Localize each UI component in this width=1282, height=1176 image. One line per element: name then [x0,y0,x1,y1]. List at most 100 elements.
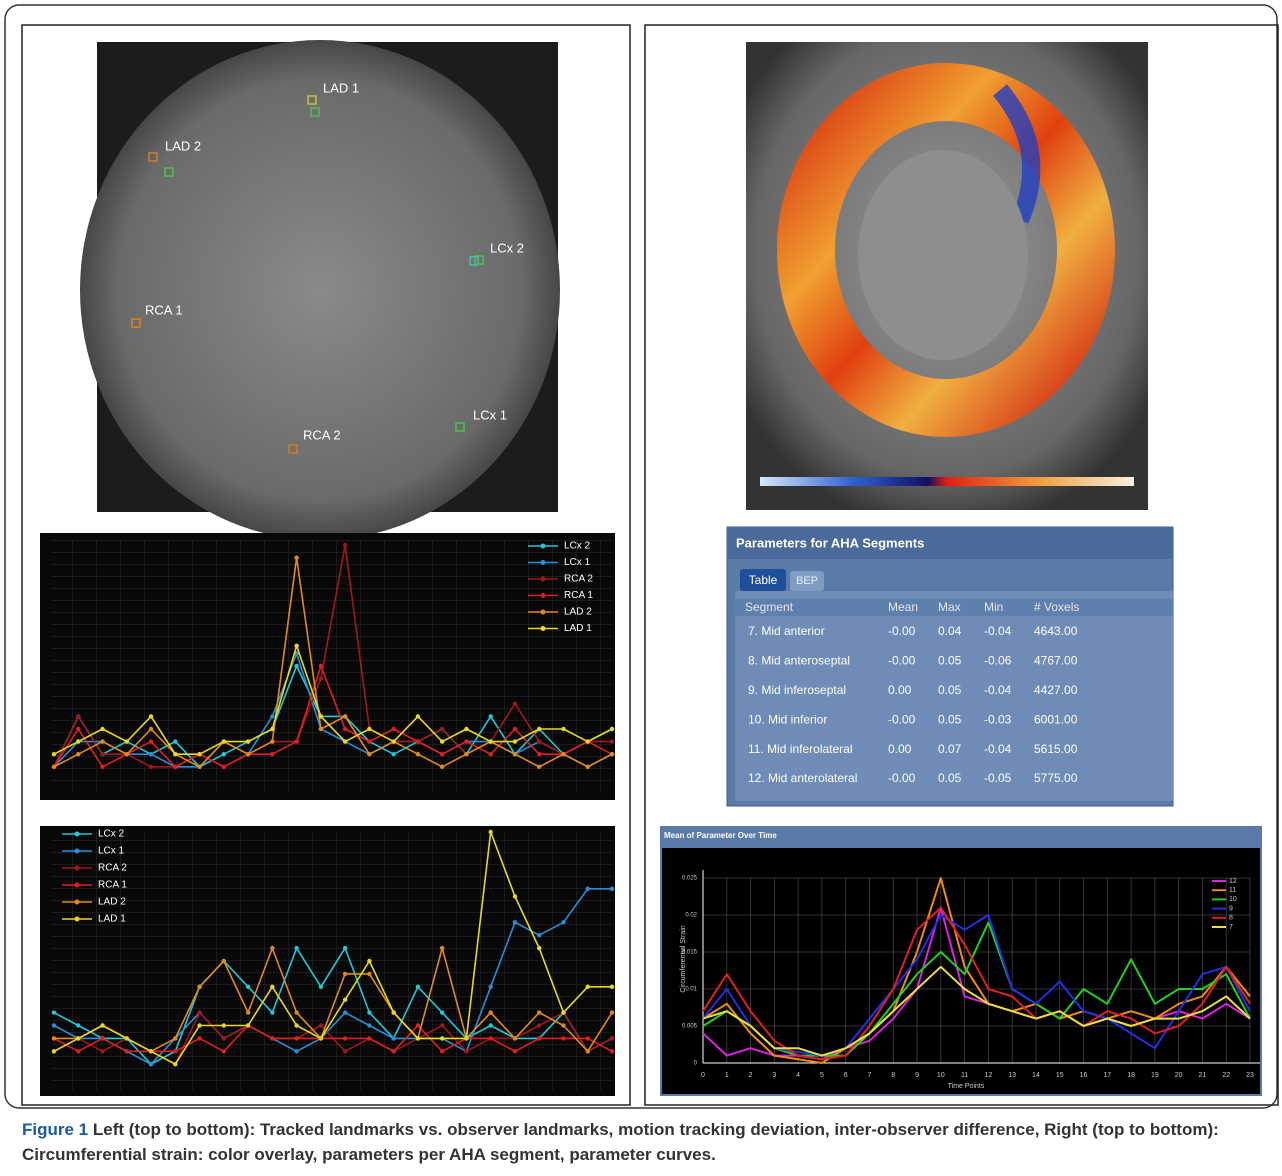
legend-label: LCx 1 [564,557,591,568]
data-point [610,985,614,989]
data-point [270,1036,274,1040]
data-point [222,752,226,756]
data-point [52,1023,56,1027]
legend-swatch [541,626,546,631]
data-point [246,752,250,756]
data-point [513,702,517,706]
data-point [537,752,541,756]
legend-label: LAD 2 [564,607,592,618]
panel-title: Parameters for AHA Segments [736,535,924,550]
data-point [270,985,274,989]
x-tick-label: 14 [1032,1072,1040,1079]
x-tick-label: 11 [961,1072,968,1079]
legend-label: LCx 2 [98,829,125,840]
data-point [488,714,492,718]
data-point [52,1049,56,1053]
data-point [173,1049,177,1053]
table-cell: 0.00 [888,742,912,756]
table-cell: -0.05 [984,771,1012,785]
legend-label: LAD 1 [98,914,126,925]
data-point [440,739,444,743]
data-point [586,739,590,743]
data-point [319,664,323,668]
table-cell: 0.07 [938,742,962,756]
column-header: Min [984,600,1003,614]
data-point [173,1062,177,1066]
data-point [537,739,541,743]
data-point [76,739,80,743]
table-cell: -0.04 [984,683,1012,697]
table-cell: -0.06 [984,654,1012,668]
tab-label[interactable]: BEP [796,575,818,587]
data-point [100,727,104,731]
caption-text: Left (top to bottom): Tracked landmarks … [22,1120,1219,1164]
y-tick-label: 0.025 [682,876,698,882]
table-cell: 5775.00 [1034,771,1078,785]
data-point [416,739,420,743]
y-tick-label: 0.015 [682,950,698,956]
data-point [270,739,274,743]
legend-label: 7 [1229,924,1233,931]
legend-swatch [541,610,546,615]
data-point [440,752,444,756]
data-point [537,1010,541,1014]
x-tick-label: 12 [984,1072,992,1079]
data-point [52,752,56,756]
data-point [270,727,274,731]
data-point [100,752,104,756]
legend-label: LAD 2 [98,897,126,908]
data-point [52,1010,56,1014]
table-cell: -0.00 [888,624,916,638]
data-point [464,1036,468,1040]
data-point [149,1062,153,1066]
data-point [149,765,153,769]
data-point [294,1036,298,1040]
data-point [391,752,395,756]
data-point [513,920,517,924]
legend-label: RCA 2 [564,574,593,585]
data-point [294,1010,298,1014]
data-point [197,1023,201,1027]
column-header: Segment [745,600,794,614]
data-point [76,1049,80,1053]
data-point [561,727,565,731]
table-cell: 5615.00 [1034,742,1078,756]
data-point [173,739,177,743]
legend-label: RCA 1 [98,880,127,891]
x-tick-label: 3 [772,1072,776,1079]
data-point [294,644,298,648]
x-tick-label: 20 [1175,1072,1183,1079]
column-header: # Voxels [1034,600,1079,614]
figure: LAD 1 LAD 2 LCx 2 RCA 1 RCA 2 LCx 1 Parameter… [0,0,1282,1110]
table-cell: 11. Mid inferolateral [748,742,853,756]
y-tick-label: 0.02 [685,913,697,919]
legend-label: LCx 2 [564,541,591,552]
data-point [586,765,590,769]
x-tick-label: 18 [1127,1072,1135,1079]
data-point [197,752,201,756]
data-point [561,920,565,924]
data-point [416,752,420,756]
data-point [440,1023,444,1027]
table-cell: 4767.00 [1034,654,1078,668]
page: { "left_image": {"landmarks": ["LAD 1", … [0,0,1282,1176]
table-cell: 4427.00 [1034,683,1078,697]
data-point [52,765,56,769]
caption-label: Figure 1 [22,1120,88,1139]
legend-label: 9 [1229,905,1233,912]
legend-swatch [541,560,546,565]
x-tick-label: 9 [915,1072,919,1079]
table-cell: 8. Mid anteroseptal [748,654,850,668]
tab-label[interactable]: Table [749,573,778,587]
data-point [391,739,395,743]
landmark-label: RCA 1 [145,302,183,317]
data-point [294,664,298,668]
data-point [343,972,347,976]
data-point [222,1049,226,1053]
data-point [513,894,517,898]
data-point [367,959,371,963]
data-point [610,727,614,731]
data-point [76,1023,80,1027]
data-point [76,727,80,731]
data-point [100,1023,104,1027]
